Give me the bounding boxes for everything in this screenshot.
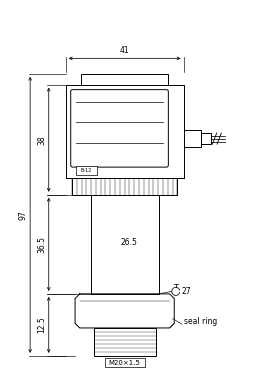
Text: 36.5: 36.5 bbox=[37, 236, 46, 253]
Bar bbox=[105, 358, 145, 367]
Text: 38: 38 bbox=[37, 135, 46, 144]
Text: 27: 27 bbox=[182, 287, 191, 296]
Text: 41: 41 bbox=[120, 46, 130, 55]
Bar bbox=[94, 328, 156, 356]
Text: M20×1.5: M20×1.5 bbox=[109, 360, 141, 366]
Bar bbox=[76, 167, 97, 175]
Text: 12.5: 12.5 bbox=[37, 316, 46, 333]
Bar bbox=[72, 178, 177, 195]
Text: 26.5: 26.5 bbox=[121, 238, 138, 247]
Bar bbox=[183, 130, 201, 147]
Bar bbox=[81, 74, 168, 85]
Text: 97: 97 bbox=[19, 210, 28, 220]
Bar bbox=[66, 85, 183, 178]
FancyBboxPatch shape bbox=[71, 90, 168, 167]
Text: seal ring: seal ring bbox=[183, 317, 217, 326]
Text: B-12: B-12 bbox=[81, 169, 92, 173]
Bar bbox=[91, 195, 159, 294]
Bar bbox=[201, 133, 211, 144]
